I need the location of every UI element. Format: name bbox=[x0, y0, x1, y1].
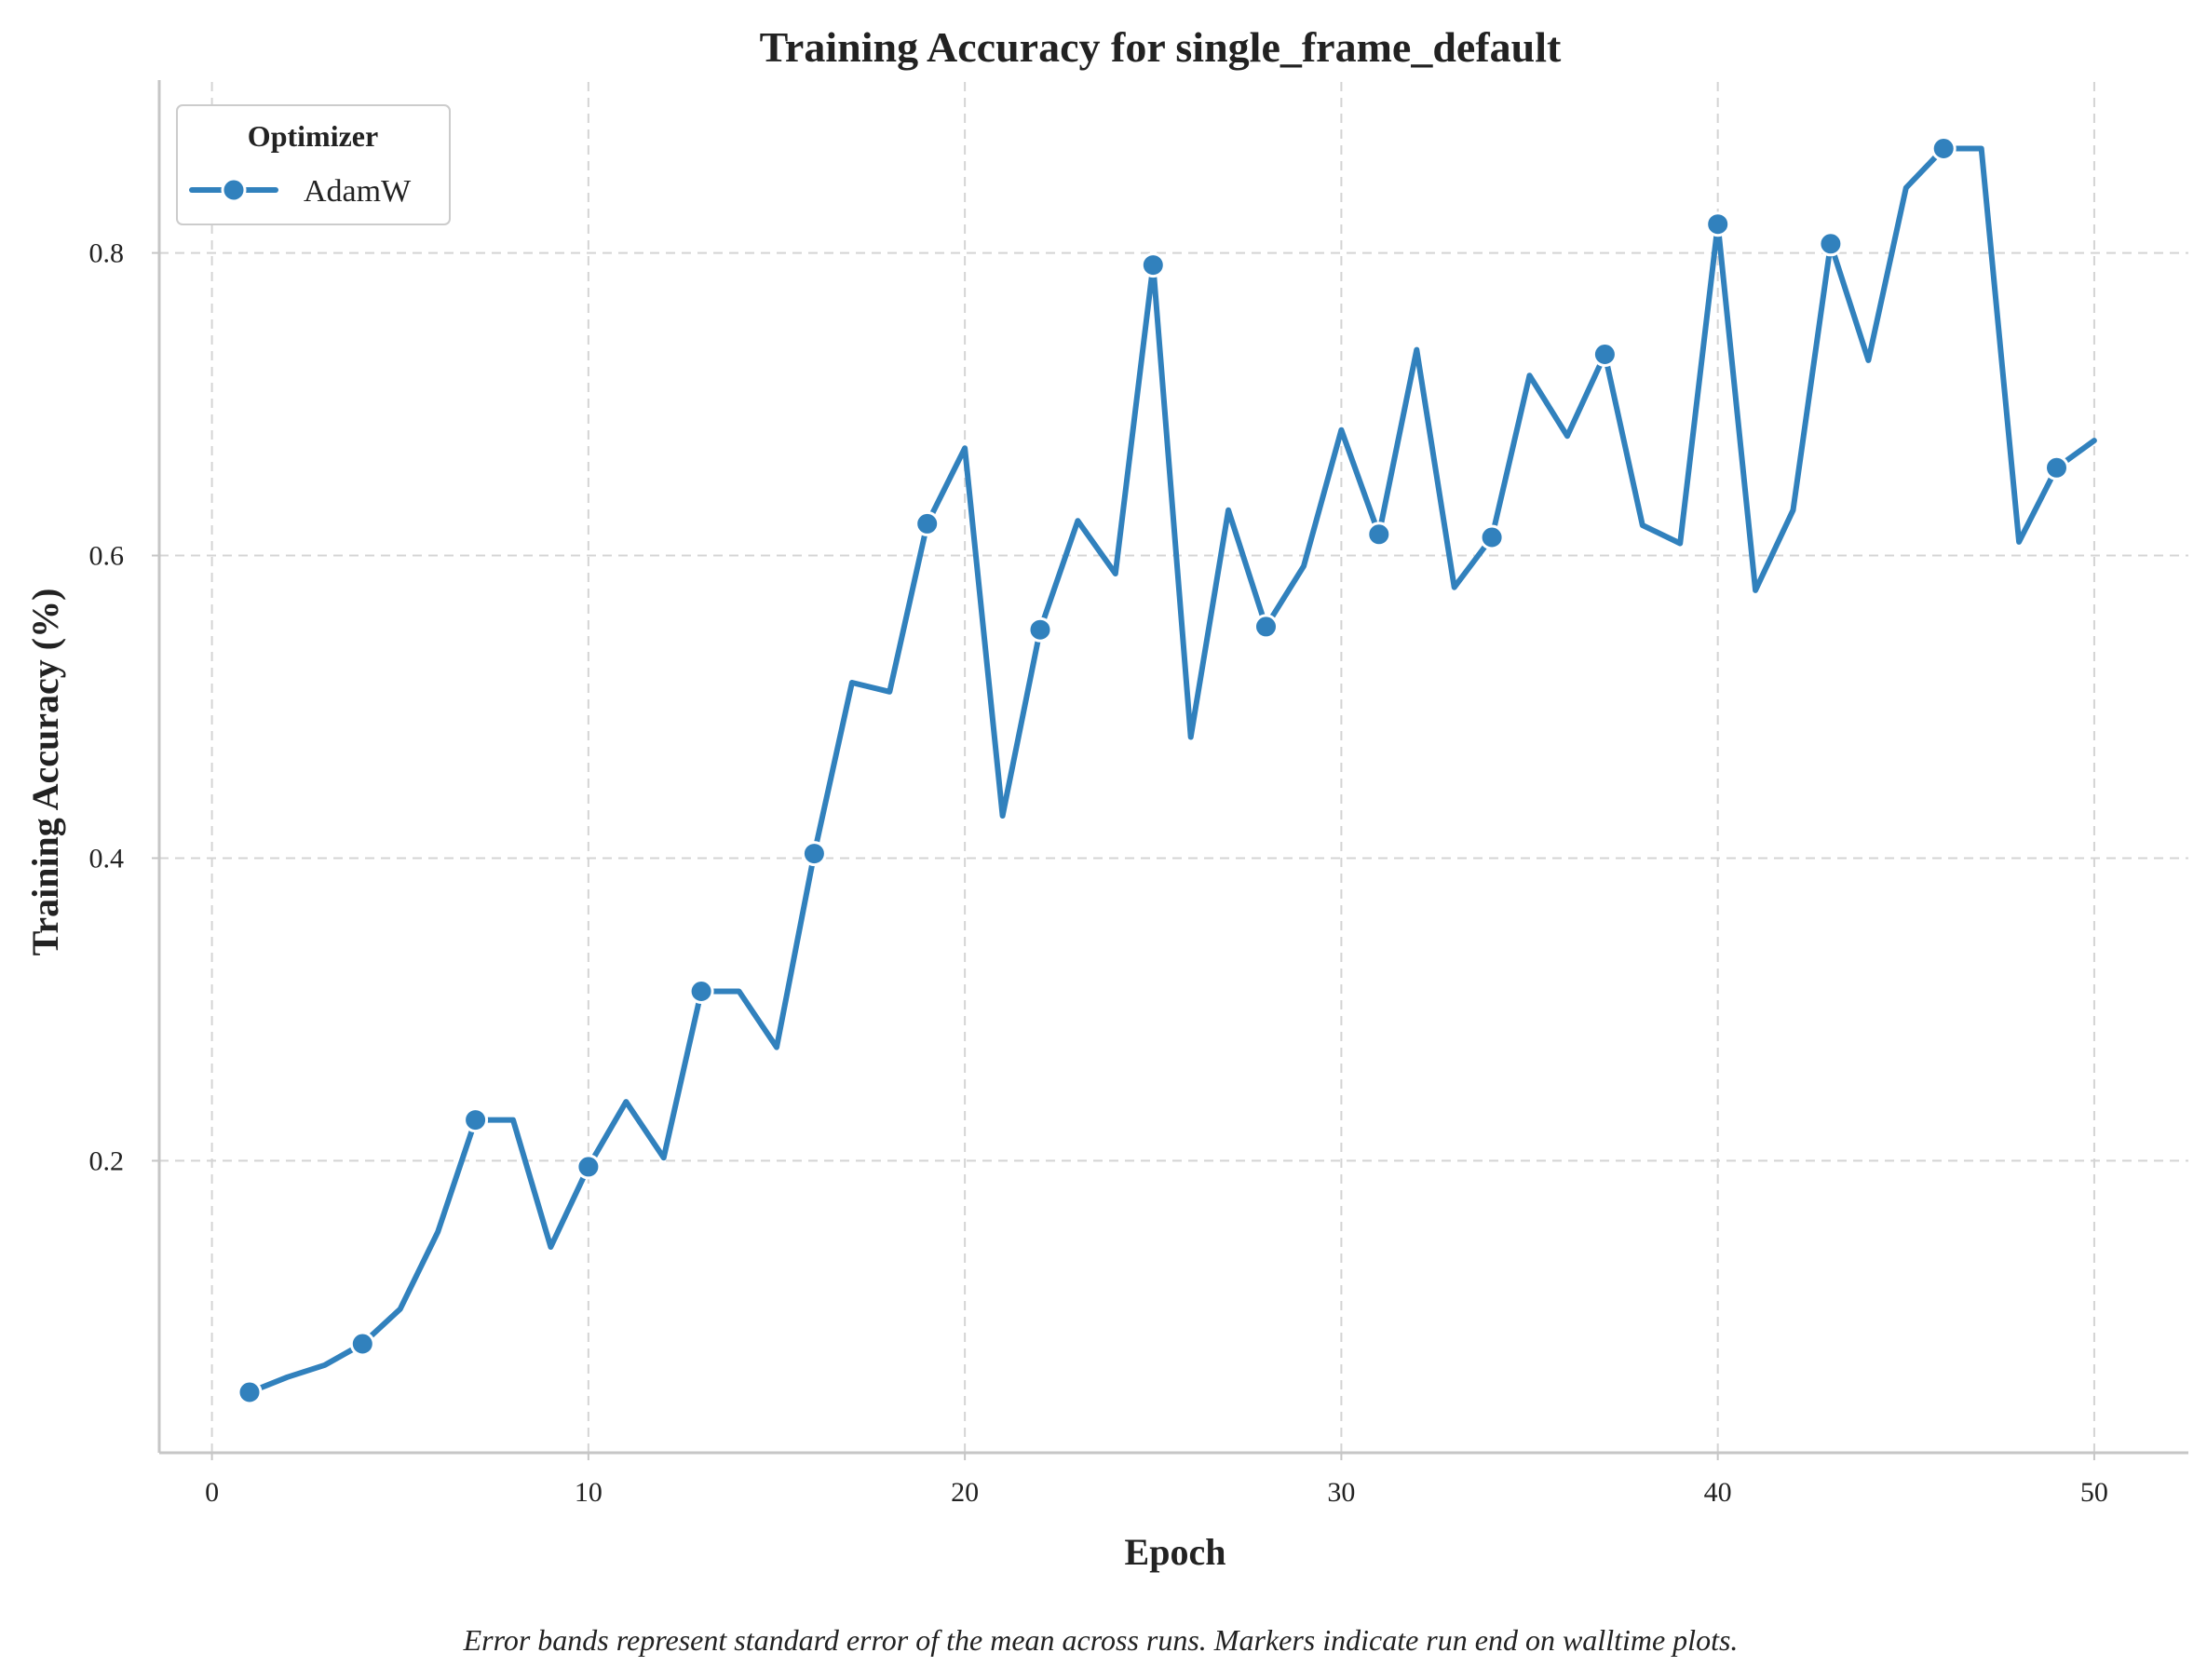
data-point-epoch-7 bbox=[463, 1107, 489, 1133]
data-point-epoch-1 bbox=[237, 1379, 263, 1405]
data-point-epoch-16 bbox=[801, 841, 827, 867]
x-tick-label-40: 40 bbox=[1704, 1477, 1732, 1508]
data-point-epoch-4 bbox=[349, 1331, 375, 1357]
data-point-epoch-49 bbox=[2044, 454, 2069, 481]
legend-title: Optimizer bbox=[248, 119, 378, 153]
y-tick-label-0.4: 0.4 bbox=[89, 843, 125, 874]
data-point-epoch-31 bbox=[1366, 522, 1392, 548]
legend: Optimizer AdamW bbox=[176, 104, 451, 225]
x-tick-label-30: 30 bbox=[1327, 1477, 1355, 1508]
x-tick-label-20: 20 bbox=[951, 1477, 979, 1508]
data-point-epoch-13 bbox=[688, 979, 714, 1004]
y-tick-label-0.2: 0.2 bbox=[89, 1145, 125, 1176]
x-axis-ticks: 0 10 20 30 40 50 bbox=[205, 1453, 2108, 1508]
data-point-epoch-10 bbox=[575, 1154, 602, 1180]
legend-marker-swatch bbox=[221, 177, 247, 203]
x-tick-label-0: 0 bbox=[205, 1477, 219, 1508]
y-tick-label-0.6: 0.6 bbox=[89, 541, 125, 572]
data-point-epoch-40 bbox=[1705, 211, 1731, 237]
data-point-epoch-19 bbox=[914, 510, 941, 536]
series-adamw bbox=[237, 136, 2097, 1405]
chart-title: Training Accuracy for single_frame_defau… bbox=[760, 23, 1562, 71]
data-point-epoch-22 bbox=[1027, 616, 1053, 643]
series-line-adamw bbox=[247, 145, 2097, 1395]
legend-entry-adamw: AdamW bbox=[304, 174, 412, 209]
y-axis-label: Training Accuracy (%) bbox=[24, 589, 66, 956]
data-point-epoch-46 bbox=[1930, 136, 1957, 161]
x-axis-label: Epoch bbox=[1125, 1531, 1226, 1573]
y-tick-label-0.8: 0.8 bbox=[89, 238, 125, 269]
x-tick-label-50: 50 bbox=[2080, 1477, 2108, 1508]
chart-caption: Error bands represent standard error of … bbox=[463, 1623, 1739, 1657]
data-point-epoch-25 bbox=[1140, 252, 1166, 278]
data-point-epoch-43 bbox=[1818, 231, 1844, 257]
x-tick-label-10: 10 bbox=[575, 1477, 603, 1508]
grid bbox=[159, 82, 2188, 1453]
y-axis-ticks: 0.2 0.4 0.6 0.8 bbox=[89, 238, 159, 1176]
data-point-epoch-28 bbox=[1253, 614, 1279, 640]
data-point-epoch-34 bbox=[1479, 524, 1505, 550]
data-point-epoch-37 bbox=[1591, 342, 1618, 367]
axes bbox=[157, 80, 2188, 1455]
